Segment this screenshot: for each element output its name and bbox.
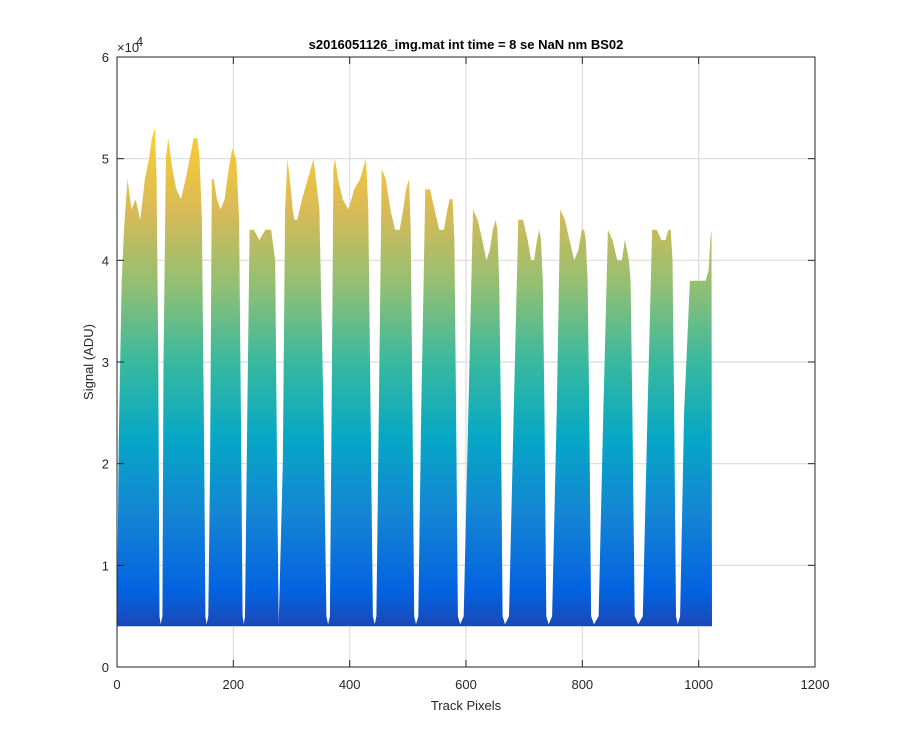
x-tick-label: 1000 — [684, 677, 713, 692]
x-tick-label: 400 — [339, 677, 361, 692]
x-tick-label: 600 — [455, 677, 477, 692]
y-tick-label: 0 — [102, 660, 109, 675]
x-tick-label: 800 — [571, 677, 593, 692]
y-tick-label: 1 — [102, 558, 109, 573]
y-tick-label: 6 — [102, 50, 109, 65]
y-tick-label: 3 — [102, 355, 109, 370]
x-axis-label: Track Pixels — [431, 698, 502, 713]
y-axis-exponent-base: ×10 — [117, 40, 139, 55]
y-tick-label: 2 — [102, 457, 109, 472]
x-tick-label: 200 — [222, 677, 244, 692]
x-tick-label: 0 — [113, 677, 120, 692]
signal-area — [117, 128, 712, 627]
y-axis-ticks: 0 1 2 3 4 5 6 — [102, 50, 815, 675]
y-axis-label: Signal (ADU) — [81, 324, 96, 400]
x-tick-label: 1200 — [801, 677, 830, 692]
x-axis-ticks: 0 200 400 600 800 1000 1200 — [113, 57, 829, 692]
chart-title: s2016051126_img.mat int time = 8 se NaN … — [309, 37, 624, 52]
y-tick-label: 5 — [102, 152, 109, 167]
y-tick-label: 4 — [102, 253, 109, 268]
y-axis-exponent-power: 4 — [136, 34, 143, 49]
signal-area-series — [117, 128, 712, 627]
